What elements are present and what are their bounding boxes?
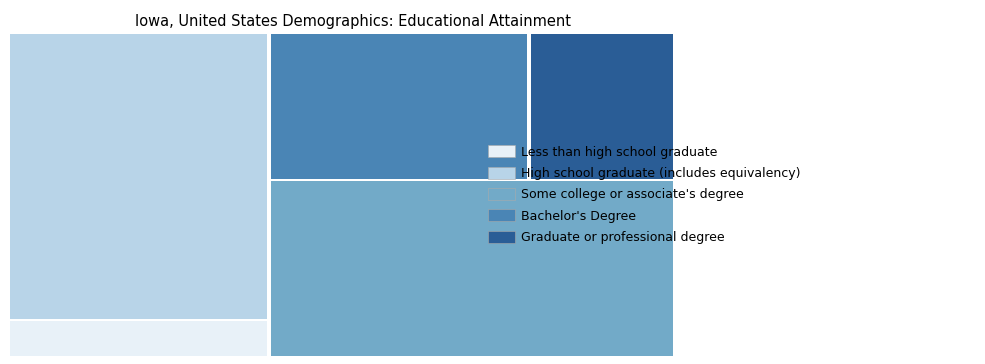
Bar [271, 181, 673, 356]
Bar [271, 34, 527, 179]
Bar [531, 34, 673, 179]
Bar [10, 321, 267, 356]
Legend: Less than high school graduate, High school graduate (includes equivalency), Som: Less than high school graduate, High sch… [488, 145, 801, 244]
Bar [10, 34, 267, 319]
Text: Iowa, United States Demographics: Educational Attainment: Iowa, United States Demographics: Educat… [135, 14, 570, 29]
